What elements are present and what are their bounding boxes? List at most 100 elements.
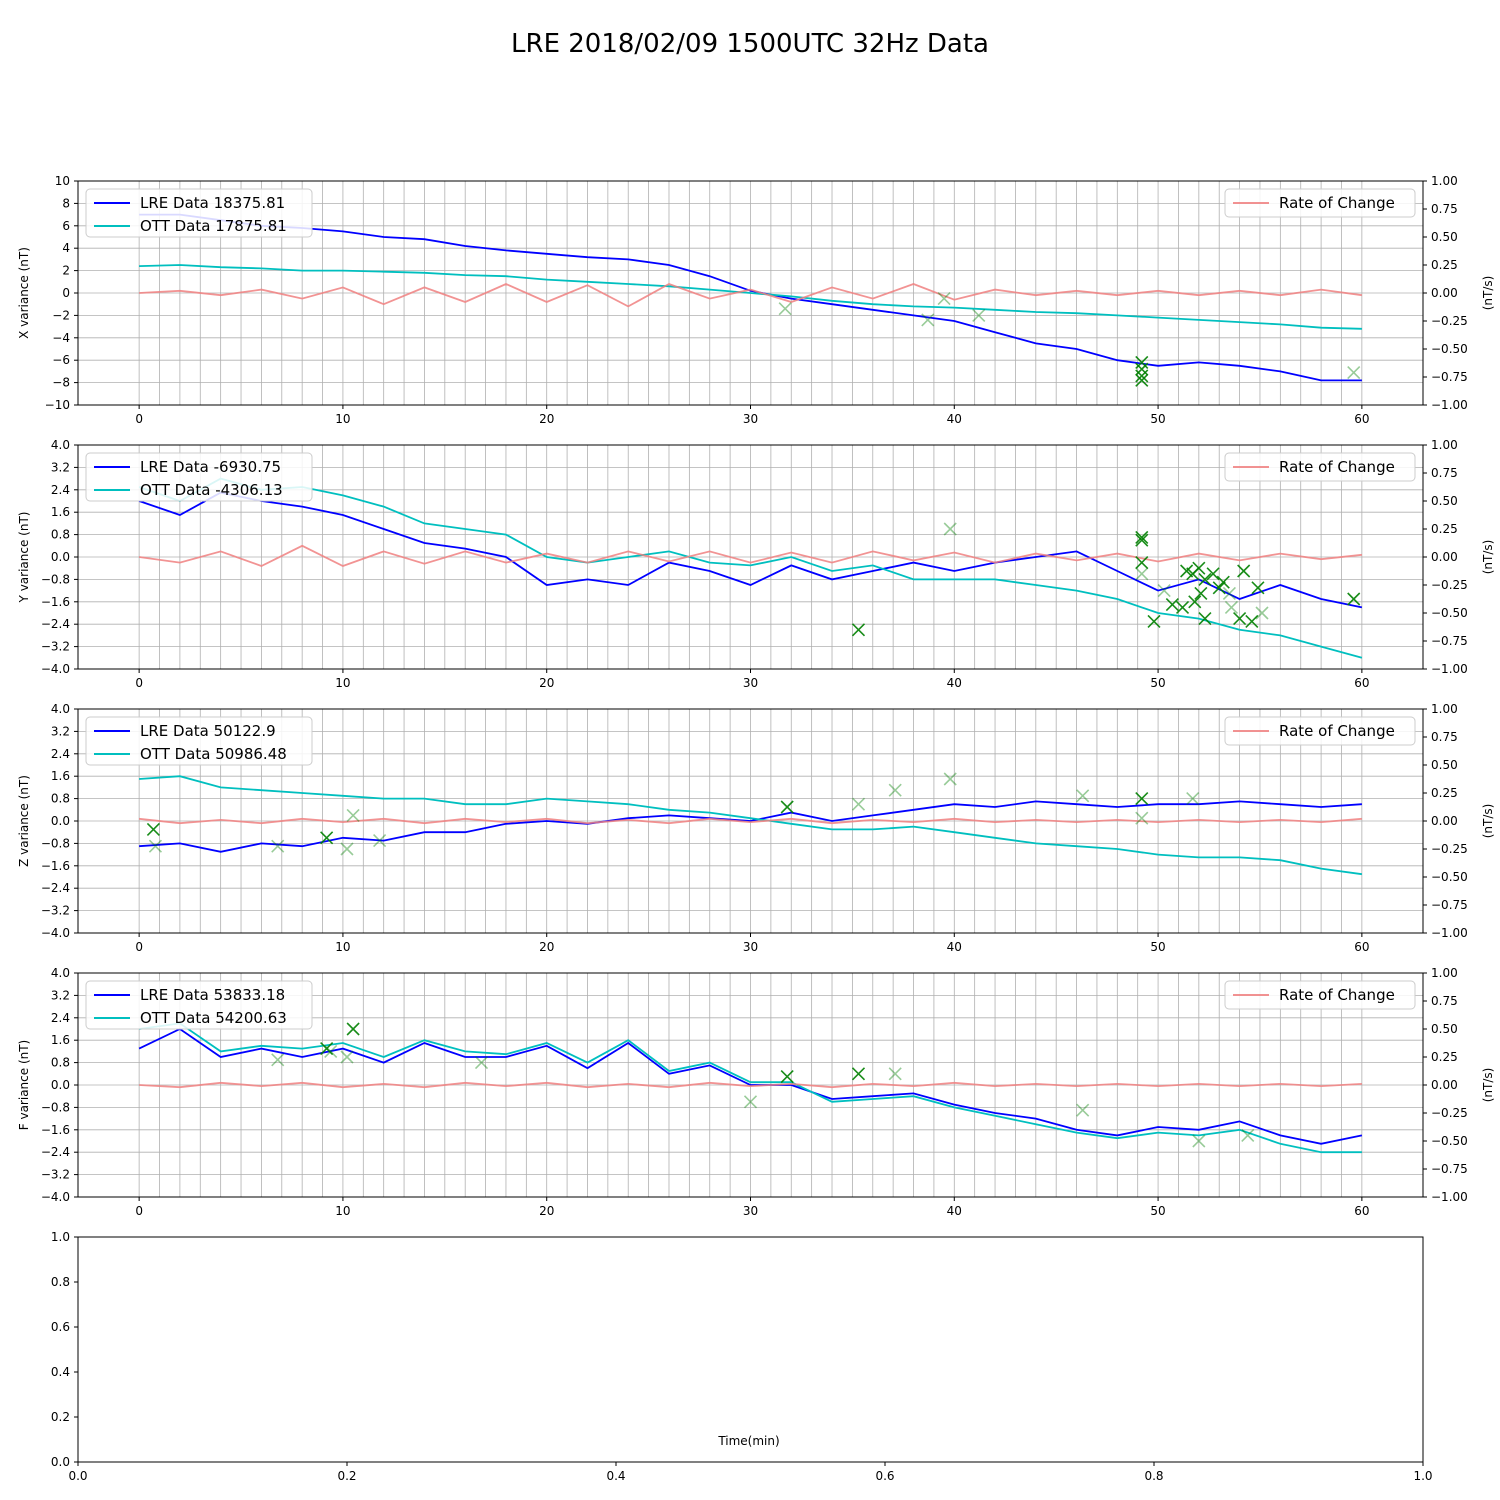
y-tick-label: −4.0 — [41, 662, 70, 676]
event-marker-stroke — [1194, 586, 1208, 600]
event-marker — [1188, 595, 1202, 609]
x-tick-label: 0.0 — [68, 1469, 87, 1483]
legend-box — [1224, 188, 1416, 218]
y-tick-label: −2 — [52, 308, 70, 322]
panel-Z: 0 10 20 30 40 50 60 −4.0 −3.2 −2.4 −1.6 −0.8 0.0 0.8 1… — [17, 702, 1495, 954]
y2-axis-label: (nT/s) — [1481, 1068, 1495, 1103]
legend-label: OTT Data 17875.81 — [140, 217, 287, 235]
y-tick-label: 0.8 — [51, 1056, 70, 1070]
y2-axis-label: (nT/s) — [1481, 276, 1495, 311]
y2-axis-label: (nT/s) — [1481, 804, 1495, 839]
y-tick-label: 2 — [62, 264, 70, 278]
y2-tick-label: 0.00 — [1431, 286, 1458, 300]
y2-tick-label: −0.25 — [1431, 1106, 1468, 1120]
event-marker — [1192, 561, 1206, 575]
event-marker — [1135, 530, 1149, 544]
y2-tick-label: 0.75 — [1431, 466, 1458, 480]
x-tick-label: 10 — [335, 1204, 350, 1218]
event-marker-stroke — [888, 1067, 902, 1081]
event-marker — [373, 834, 387, 848]
event-marker — [1147, 614, 1161, 628]
plot-frame — [77, 1236, 1424, 1463]
event-marker — [851, 797, 866, 811]
x-tick-label: 60 — [1354, 676, 1369, 690]
event-marker — [1347, 592, 1361, 606]
legend-box — [1224, 980, 1416, 1010]
event-marker — [1135, 533, 1149, 547]
y-tick-label: 8 — [62, 196, 70, 210]
series-line — [138, 1027, 1363, 1145]
event-marker — [888, 1067, 902, 1081]
y2-tick-label: 0.50 — [1431, 230, 1458, 244]
event-marker-stroke — [271, 839, 285, 853]
event-marker-stroke — [346, 1022, 360, 1036]
y2-tick-label: −0.25 — [1431, 578, 1468, 592]
y2-tick-label: 0.25 — [1431, 786, 1458, 800]
x-tick-label: 0 — [135, 676, 143, 690]
event-marker-stroke — [1186, 792, 1200, 806]
legend-label: Rate of Change — [1279, 986, 1395, 1004]
event-marker-stroke — [373, 834, 387, 848]
y2-tick-label: 0.75 — [1431, 994, 1458, 1008]
y2-tick-label: −0.75 — [1431, 634, 1468, 648]
x-tick-label: 50 — [1150, 676, 1165, 690]
y-tick-label: 1.6 — [51, 505, 70, 519]
y-tick-label: −2.4 — [41, 1145, 70, 1159]
y2-tick-label: −0.50 — [1431, 1134, 1468, 1148]
legend-left: LRE Data 18375.81 OTT Data 17875.81 — [85, 188, 313, 238]
series-line — [138, 1022, 1362, 1154]
x-tick-label: 20 — [539, 940, 554, 954]
event-marker-stroke — [320, 1042, 334, 1056]
y-tick-label: 4.0 — [51, 438, 70, 452]
legend-label: LRE Data 50122.9 — [140, 722, 276, 740]
x-tick-label: 0.2 — [337, 1469, 356, 1483]
y-tick-label: −4 — [52, 331, 70, 345]
event-marker-stroke — [1216, 575, 1230, 589]
y-tick-label: −1.6 — [41, 859, 70, 873]
event-marker — [474, 1056, 489, 1070]
legend-left: LRE Data 50122.9 OTT Data 50986.48 — [85, 716, 313, 766]
event-marker-stroke — [340, 1050, 354, 1064]
x-tick-label: 30 — [743, 412, 758, 426]
event-marker — [340, 1050, 354, 1064]
y-tick-label: 10 — [55, 174, 70, 188]
y-tick-label: −10 — [45, 398, 70, 412]
x-tick-label: 20 — [539, 412, 554, 426]
y-axis-label: X variance (nT) — [17, 247, 31, 339]
panel-F: 0 10 20 30 40 50 60 −4.0 −3.2 −2.4 −1.6 −0.8 0.0 0.8 1… — [17, 966, 1495, 1218]
x-tick-label: 40 — [947, 676, 962, 690]
x-tick-label: 30 — [743, 676, 758, 690]
event-marker-stroke — [1076, 1103, 1090, 1117]
legend-label: OTT Data 54200.63 — [140, 1009, 287, 1027]
event-marker-stroke — [340, 842, 354, 856]
figure-title: LRE 2018/02/09 1500UTC 32Hz Data — [511, 29, 989, 59]
y2-tick-label: 1.00 — [1431, 702, 1458, 716]
x-tick-label: 60 — [1354, 1204, 1369, 1218]
event-marker — [780, 1070, 794, 1084]
event-marker-stroke — [778, 302, 792, 316]
event-marker — [1241, 1128, 1255, 1142]
event-marker-stroke — [148, 839, 163, 853]
event-marker-stroke — [1135, 567, 1149, 581]
event-marker-stroke — [1192, 1134, 1206, 1148]
event-marker — [1157, 584, 1171, 598]
y-tick-label: −0.8 — [41, 836, 70, 850]
y-tick-label: 2.4 — [51, 1011, 70, 1025]
event-marker-stroke — [340, 842, 354, 856]
y-tick-label: 3.2 — [51, 724, 70, 738]
event-marker — [743, 1095, 758, 1109]
y-tick-label: 0.0 — [51, 1078, 70, 1092]
event-marker-stroke — [780, 1070, 794, 1084]
legend-right: Rate of Change — [1224, 980, 1416, 1010]
event-marker-stroke — [1237, 564, 1251, 578]
event-marker — [1206, 567, 1220, 581]
y2-tick-label: −0.75 — [1431, 1162, 1468, 1176]
y2-tick-label: −1.00 — [1431, 926, 1468, 940]
y2-tick-label: 0.00 — [1431, 1078, 1458, 1092]
x-tick-label: 10 — [335, 676, 350, 690]
y2-tick-label: −1.00 — [1431, 1190, 1468, 1204]
event-marker-stroke — [1206, 567, 1220, 581]
x-tick-label: 0.8 — [1144, 1469, 1163, 1483]
event-marker — [943, 522, 957, 536]
event-marker — [1165, 598, 1179, 612]
